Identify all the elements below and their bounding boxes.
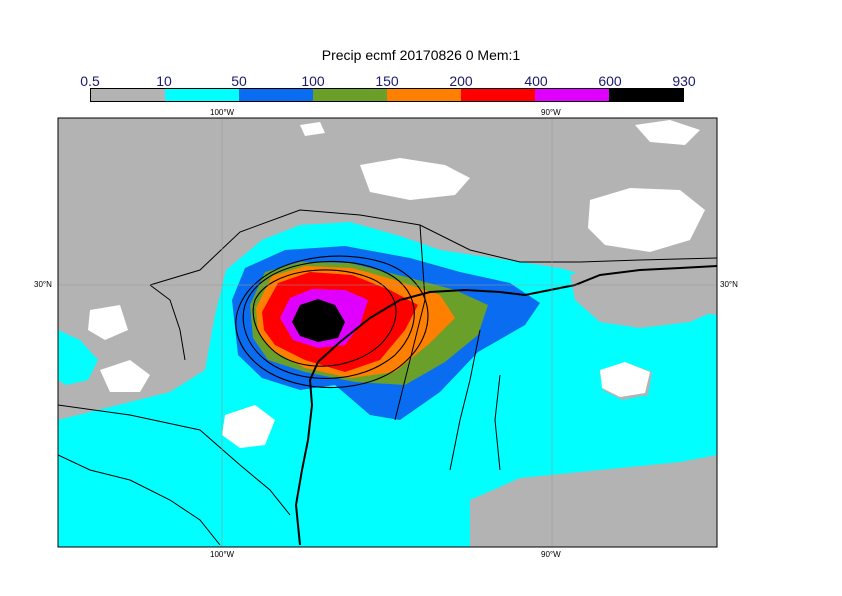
map-content xyxy=(58,118,717,547)
colorbar-level-3: 100 xyxy=(301,73,325,89)
colorbar-level-0: 0.5 xyxy=(80,73,100,89)
field-cyan-west xyxy=(58,330,98,385)
colorbar-swatch-2 xyxy=(239,89,313,101)
lat-label-left-30n: 30°N xyxy=(34,280,52,289)
contour-lines xyxy=(235,255,429,389)
coastline xyxy=(58,209,717,546)
colorbar-level-8: 930 xyxy=(672,73,696,89)
lon-label-top-90w: 90°W xyxy=(541,108,561,117)
map-title: Precip ecmf 20170826 0 Mem:1 xyxy=(321,47,521,63)
colorbar-swatch-0 xyxy=(91,89,165,101)
colorbar-level-1: 10 xyxy=(156,73,172,89)
colorbar-level-4: 150 xyxy=(375,73,399,89)
graticule xyxy=(58,118,717,547)
field-gray-east xyxy=(570,262,717,328)
colorbar-level-5: 200 xyxy=(449,73,473,89)
lon-label-bottom-100w: 100°W xyxy=(210,550,235,559)
lon-label-top-100w: 100°W xyxy=(210,108,235,117)
field-gray-south xyxy=(470,455,717,547)
colorbar-level-7: 600 xyxy=(598,73,622,89)
colorbar-swatch-7 xyxy=(609,89,683,101)
colorbar-swatch-5 xyxy=(461,89,535,101)
colorbar-swatch-4 xyxy=(387,89,461,101)
field-black xyxy=(292,299,345,342)
map-frame xyxy=(57,117,718,548)
field-white xyxy=(88,120,705,448)
colorbar-swatch-3 xyxy=(313,89,387,101)
colorbar xyxy=(90,88,684,102)
colorbar-level-2: 50 xyxy=(231,73,247,89)
lon-label-bottom-90w: 90°W xyxy=(541,550,561,559)
colorbar-level-6: 400 xyxy=(524,73,548,89)
colorbar-swatch-6 xyxy=(535,89,609,101)
lat-label-right-30n: 30°N xyxy=(720,280,738,289)
colorbar-swatch-1 xyxy=(165,89,239,101)
